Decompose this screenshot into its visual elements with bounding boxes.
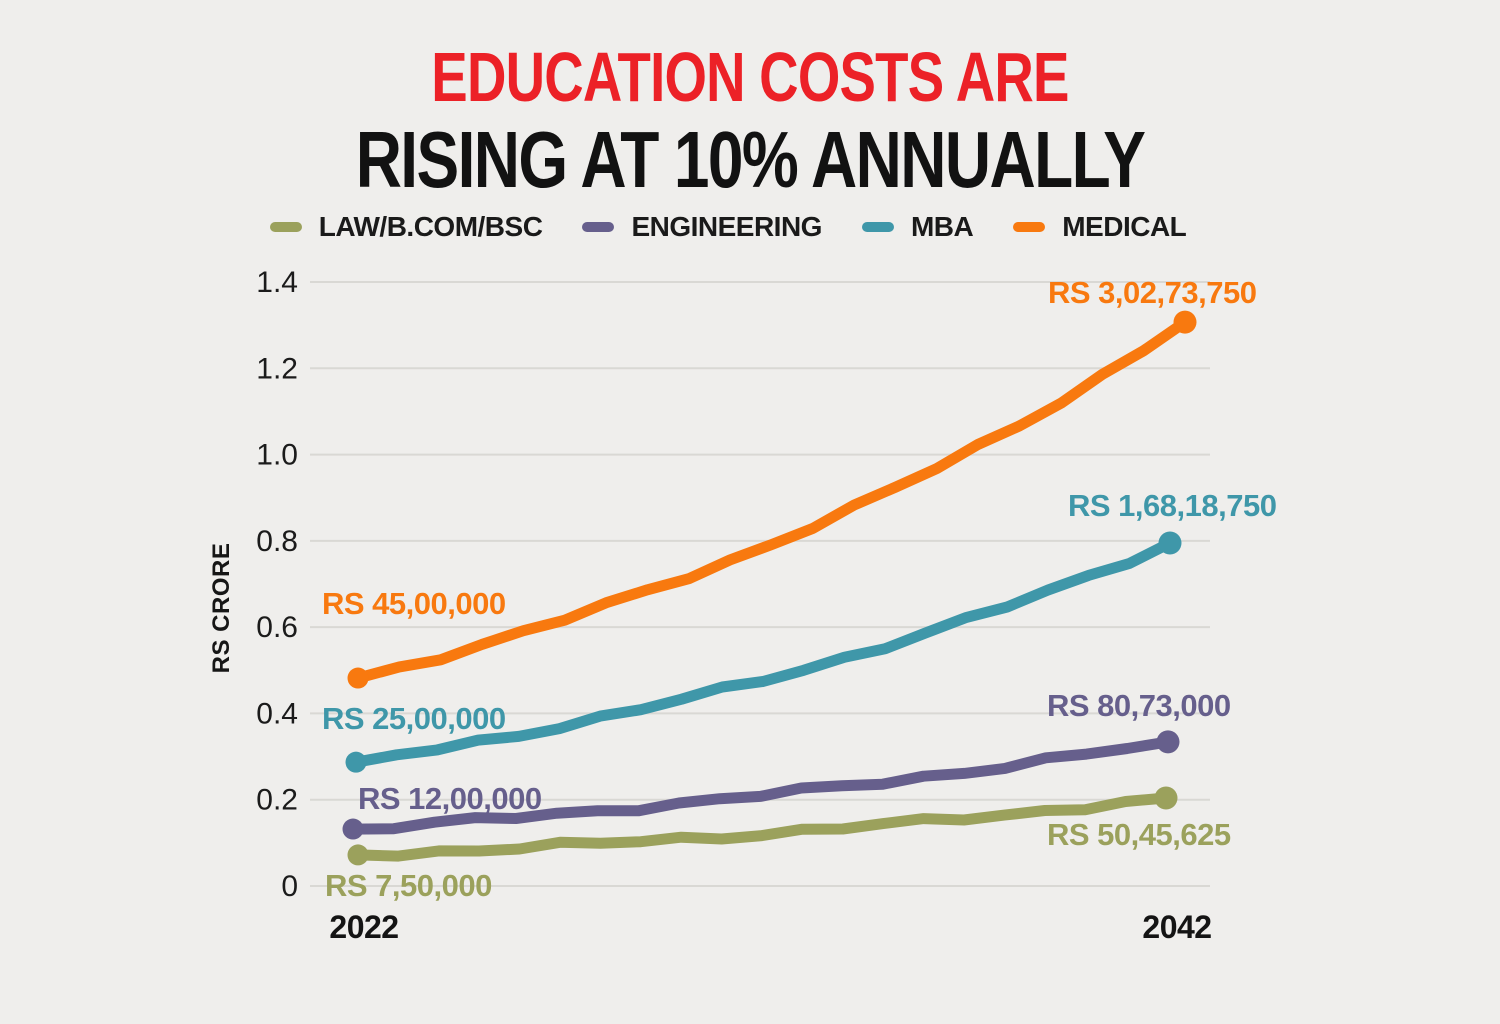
annotation-end-cost-medical: RS 3,02,73,750: [1048, 275, 1256, 310]
legend-label: LAW/B.COM/BSC: [318, 211, 543, 242]
series-start-dot-engineering: [342, 818, 364, 840]
chart-legend: LAW/B.COM/BSC ENGINEERING MBA MEDICAL: [0, 211, 1478, 243]
y-tick-label: 0: [281, 870, 298, 903]
annotation-start-cost-engineering: RS 12,00,000: [358, 781, 542, 816]
series-start-dot-medical: [347, 667, 369, 689]
title-line-1: EDUCATION COSTS ARE: [431, 38, 1069, 116]
legend-item-law-b-com-bsc: LAW/B.COM/BSC: [269, 211, 543, 243]
legend-item-engineering: ENGINEERING: [582, 211, 822, 243]
legend-item-medical: MEDICAL: [1013, 211, 1187, 243]
y-tick-label: 0.4: [256, 697, 298, 730]
annotation-start-cost-mba: RS 25,00,000: [322, 701, 506, 736]
legend-label: MBA: [910, 211, 974, 242]
legend-swatch-icon: [269, 222, 302, 232]
y-tick-label: 0.2: [256, 784, 298, 817]
x-tick-label-2022: 2022: [329, 909, 398, 945]
series-end-dot-medical: [1173, 310, 1197, 334]
series-line-medical: [352, 316, 1191, 684]
annotation-end-cost-engineering: RS 80,73,000: [1047, 688, 1231, 723]
legend-swatch-icon: [1013, 222, 1046, 232]
series-end-dot-engineering: [1156, 730, 1180, 754]
series-line-engineering: [347, 736, 1174, 835]
legend-label: MEDICAL: [1062, 211, 1187, 242]
x-tick-label-2042: 2042: [1142, 909, 1211, 945]
y-tick-label: 1.0: [256, 439, 298, 472]
annotation-start-cost-law-b-com-bsc: RS 7,50,000: [325, 868, 492, 903]
legend-label: ENGINEERING: [631, 211, 822, 242]
y-tick-label: 1.4: [256, 266, 298, 299]
series-end-dot-law-b-com-bsc: [1154, 786, 1178, 810]
annotation-end-cost-law-b-com-bsc: RS 50,45,625: [1047, 817, 1231, 852]
series-start-dot-law-b-com-bsc: [347, 844, 369, 866]
series-start-dot-mba: [345, 751, 367, 773]
series-end-dot-mba: [1158, 531, 1182, 555]
y-tick-label: 0.6: [256, 611, 298, 644]
title-line-2: RISING AT 10% ANNUALLY: [355, 115, 1146, 204]
legend-swatch-icon: [861, 222, 894, 232]
legend-item-mba: MBA: [861, 211, 974, 243]
y-tick-label: 1.2: [256, 352, 298, 385]
y-tick-label: 0.8: [256, 525, 298, 558]
y-axis-title: RS CRORE: [208, 543, 235, 674]
series-line-law-b-com-bsc: [352, 792, 1172, 862]
legend-swatch-icon: [582, 222, 615, 232]
annotation-start-cost-medical: RS 45,00,000: [322, 586, 506, 621]
series-line-mba: [350, 537, 1176, 768]
annotation-end-cost-mba: RS 1,68,18,750: [1068, 488, 1276, 523]
